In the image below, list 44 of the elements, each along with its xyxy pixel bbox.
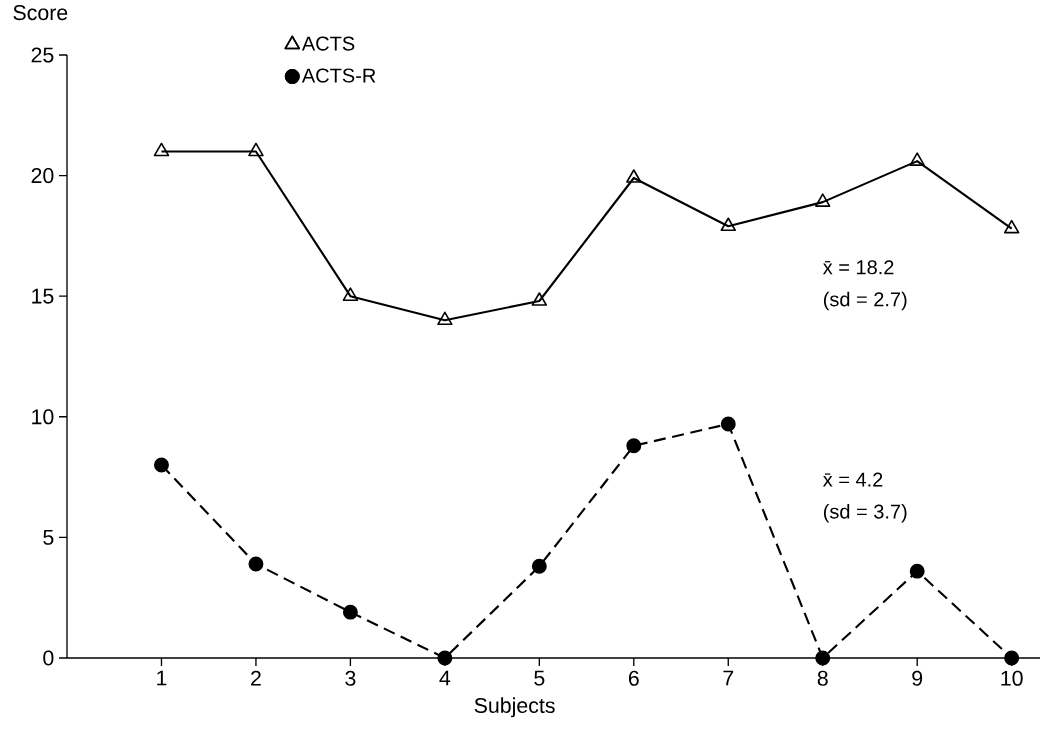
- point: [531, 292, 548, 306]
- point: [626, 438, 642, 454]
- annotation: x̄ = 4.2: [822, 472, 883, 487]
- point: [437, 311, 453, 326]
- point: [248, 142, 264, 157]
- point: [153, 142, 170, 157]
- x-tick-label: 6: [628, 670, 639, 686]
- point: [720, 416, 736, 432]
- y-axis-title: Score: [13, 5, 68, 21]
- y-tick-label: 0: [43, 650, 54, 666]
- x-tick-label: 3: [345, 670, 356, 686]
- y-tick-label: 15: [32, 288, 54, 304]
- point: [437, 650, 453, 666]
- x-tick-label: 9: [912, 670, 923, 686]
- y-tick-label: 20: [31, 168, 54, 184]
- x-tick-label: 7: [723, 670, 734, 686]
- point: [909, 152, 925, 166]
- y-tick-label: 5: [43, 529, 54, 545]
- point: [1003, 219, 1020, 234]
- point: [909, 563, 925, 579]
- legend-label: ACTS-R: [301, 68, 376, 83]
- point: [626, 169, 642, 183]
- x-axis-title: Subjects: [474, 697, 555, 718]
- annotation: x̄ = 18.2: [822, 260, 894, 275]
- point: [1004, 650, 1020, 666]
- x-tick-label: 4: [439, 670, 451, 686]
- legend-label: ACTS: [301, 36, 355, 51]
- x-tick-label: 10: [1001, 670, 1023, 686]
- point: [531, 558, 547, 574]
- annotation: (sd = 3.7): [823, 503, 907, 523]
- point: [154, 457, 169, 473]
- point: [815, 650, 831, 666]
- point: [248, 556, 264, 572]
- y-tick-label: 25: [31, 47, 54, 63]
- x-tick-label: 1: [157, 670, 167, 686]
- y-tick-label: 10: [32, 409, 54, 425]
- x-tick-label: 2: [251, 670, 261, 686]
- annotation: (sd = 2.7): [823, 291, 907, 311]
- point: [342, 287, 359, 301]
- point: [720, 217, 736, 232]
- point: [815, 193, 831, 207]
- x-tick-label: 8: [817, 670, 828, 686]
- point: [342, 604, 358, 620]
- x-tick-label: 5: [534, 670, 545, 686]
